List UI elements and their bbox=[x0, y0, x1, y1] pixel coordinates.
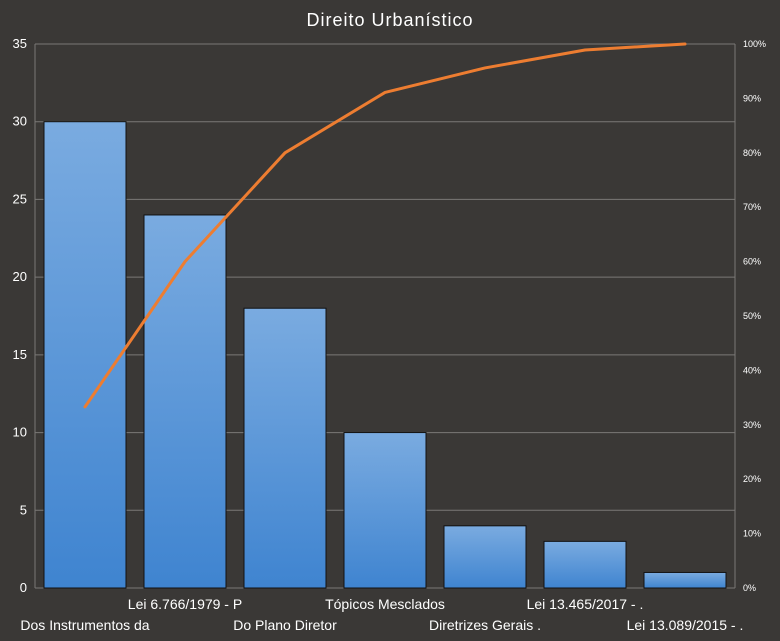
right-tick-label: 80% bbox=[743, 148, 761, 158]
right-tick-label: 90% bbox=[743, 93, 761, 103]
bar bbox=[43, 121, 127, 589]
left-tick-label: 15 bbox=[13, 347, 27, 362]
left-tick-label: 10 bbox=[13, 425, 27, 440]
right-axis-ticks: 0% 10% 20% 30% 40% 50% 60% 70% 80% 90% 100% bbox=[743, 39, 766, 593]
right-tick-label: 20% bbox=[743, 474, 761, 484]
left-tick-label: 30 bbox=[13, 114, 27, 129]
cumulative-line-group bbox=[83, 42, 687, 409]
right-tick-label: 10% bbox=[743, 529, 761, 539]
right-tick-label: 0% bbox=[743, 583, 756, 593]
x-axis-labels: Dos Instrumentos da Lei 6.766/1979 - P Do … bbox=[20, 596, 743, 633]
bar bbox=[343, 432, 427, 589]
bars bbox=[43, 121, 727, 589]
left-axis-ticks: 0 5 10 15 20 25 30 35 bbox=[13, 36, 27, 595]
category-label: Lei 13.465/2017 - . bbox=[527, 596, 644, 612]
left-tick-label: 5 bbox=[20, 502, 27, 517]
right-tick-label: 50% bbox=[743, 311, 761, 321]
left-tick-label: 20 bbox=[13, 269, 27, 284]
left-tick-label: 0 bbox=[20, 580, 27, 595]
left-tick-label: 35 bbox=[13, 36, 27, 51]
right-tick-label: 30% bbox=[743, 420, 761, 430]
right-tick-label: 100% bbox=[743, 39, 766, 49]
cumulative-line bbox=[83, 42, 687, 409]
bar bbox=[243, 307, 327, 589]
category-label: Dos Instrumentos da bbox=[20, 617, 149, 633]
bar bbox=[143, 214, 227, 589]
right-tick-label: 60% bbox=[743, 257, 761, 267]
category-label: Diretrizes Gerais . bbox=[429, 617, 541, 633]
left-tick-label: 25 bbox=[13, 191, 27, 206]
chart-title: Direito Urbanístico bbox=[306, 10, 473, 30]
right-tick-label: 70% bbox=[743, 202, 761, 212]
category-label: Lei 13.089/2015 - . bbox=[627, 617, 744, 633]
bar bbox=[543, 540, 627, 589]
bar bbox=[443, 525, 527, 589]
category-label: Do Plano Diretor bbox=[233, 617, 337, 633]
category-label: Tópicos Mesclados bbox=[325, 596, 445, 612]
right-tick-label: 40% bbox=[743, 365, 761, 375]
bar bbox=[643, 571, 727, 589]
category-label: Lei 6.766/1979 - P bbox=[128, 596, 242, 612]
